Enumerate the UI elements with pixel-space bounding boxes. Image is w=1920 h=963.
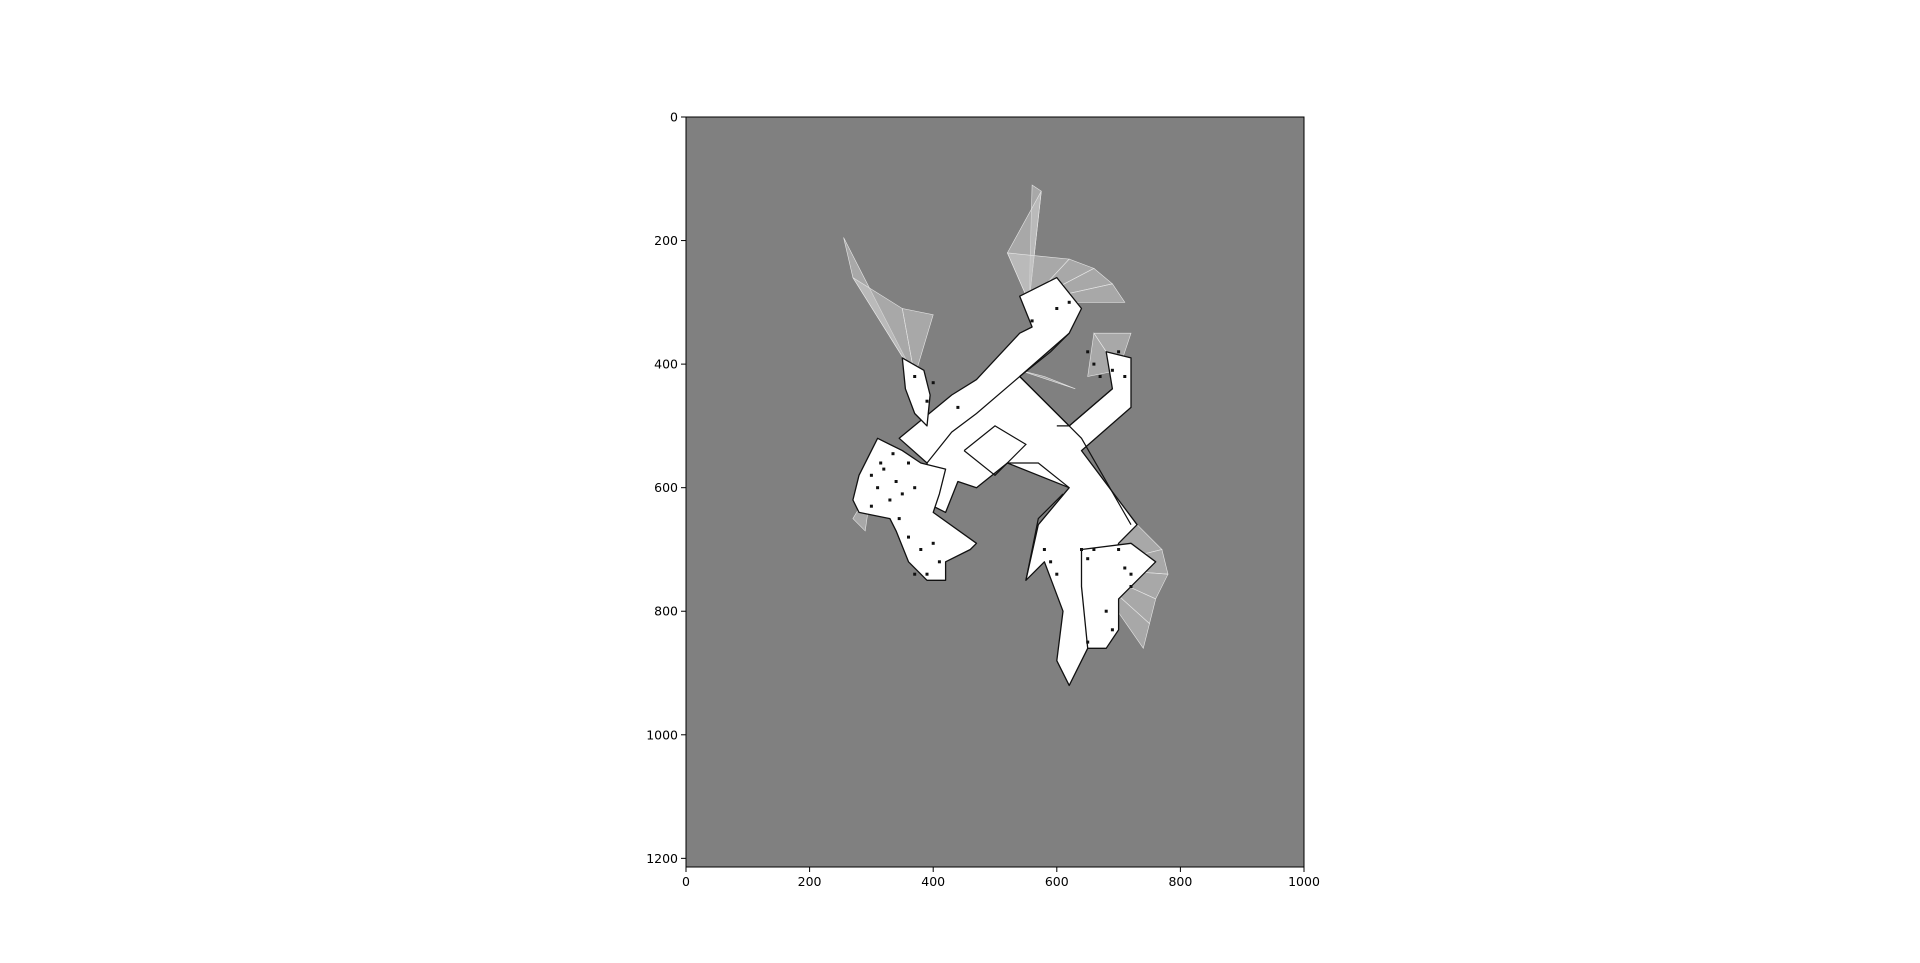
y-tick-label: 1000: [646, 727, 678, 742]
obstacle-point: [1098, 375, 1102, 378]
y-tick-label: 400: [654, 357, 678, 372]
sensor-ray-fan: [1019, 370, 1076, 390]
obstacle-point: [925, 399, 929, 403]
x-tick-label: 200: [798, 874, 822, 889]
obstacle-point: [894, 480, 898, 483]
obstacle-point: [1110, 628, 1114, 632]
obstacle-point: [891, 452, 895, 456]
obstacle-point: [931, 541, 935, 545]
obstacle-point: [925, 572, 929, 576]
obstacle-point: [879, 461, 883, 465]
obstacle-point: [1086, 640, 1090, 644]
occupancy-map: [843, 184, 1169, 687]
obstacle-point: [1104, 609, 1108, 613]
wall-segment: [963, 425, 1027, 477]
obstacle-point: [897, 517, 901, 521]
obstacle-point: [888, 498, 892, 502]
obstacle-point: [1117, 548, 1121, 551]
obstacle-point: [913, 572, 917, 576]
sensor-ray-fan: [901, 308, 934, 377]
y-tick-label: 800: [654, 604, 678, 619]
obstacle-point: [913, 375, 917, 378]
x-tick-label: 1000: [1288, 874, 1320, 889]
obstacle-point: [1067, 300, 1071, 304]
obstacle-point: [1110, 368, 1114, 372]
obstacle-point: [931, 381, 935, 385]
x-tick-label: 400: [921, 874, 945, 889]
obstacle-point: [1049, 560, 1053, 564]
obstacle-point: [1055, 307, 1059, 310]
obstacle-point: [1030, 319, 1034, 323]
obstacle-point: [913, 486, 917, 490]
x-tick-label: 600: [1045, 874, 1069, 889]
y-axis: 0 200 400 600 800 1000 1200: [646, 110, 686, 866]
obstacle-point: [1123, 566, 1127, 570]
wall-segment: [1007, 462, 1070, 489]
free-space-region: [901, 357, 931, 427]
x-tick-label: 0: [682, 874, 690, 889]
obstacle-point: [1129, 572, 1133, 576]
free-space-region: [852, 437, 978, 581]
obstacle-point: [1129, 585, 1133, 588]
obstacle-point: [882, 467, 886, 471]
obstacle-point: [956, 405, 960, 409]
wall-segment: [1025, 493, 1064, 581]
obstacle-point: [1092, 548, 1096, 551]
obstacle-point: [1117, 350, 1121, 354]
x-tick-label: 800: [1168, 874, 1192, 889]
obstacle-point: [919, 548, 923, 551]
obstacle-point: [1123, 375, 1127, 378]
obstacle-point: [1055, 572, 1059, 576]
obstacle-point: [869, 504, 873, 508]
free-space-region: [898, 276, 1138, 687]
obstacle-point: [907, 461, 910, 465]
unknown-space-background: [686, 117, 1304, 867]
obstacle-point: [876, 486, 880, 490]
axes-frame: [685, 116, 1305, 868]
y-tick-label: 200: [654, 233, 678, 248]
y-tick-label: 0: [670, 110, 678, 125]
x-axis: 0 200 400 600 800 1000: [682, 867, 1320, 889]
obstacle-point: [900, 492, 904, 496]
y-tick-label: 1200: [646, 851, 678, 866]
free-space-region: [1080, 542, 1157, 649]
y-tick-label: 600: [654, 480, 678, 495]
obstacle-point: [1086, 350, 1090, 354]
obstacle-point: [907, 535, 910, 539]
obstacle-point: [869, 473, 873, 477]
obstacle-point: [1080, 548, 1083, 551]
obstacle-point: [1042, 548, 1046, 551]
obstacle-point: [937, 560, 941, 564]
wall-segment: [926, 332, 1070, 464]
obstacle-point: [1092, 362, 1096, 366]
wall-segment: [1056, 388, 1113, 427]
obstacle-point: [1086, 557, 1090, 561]
